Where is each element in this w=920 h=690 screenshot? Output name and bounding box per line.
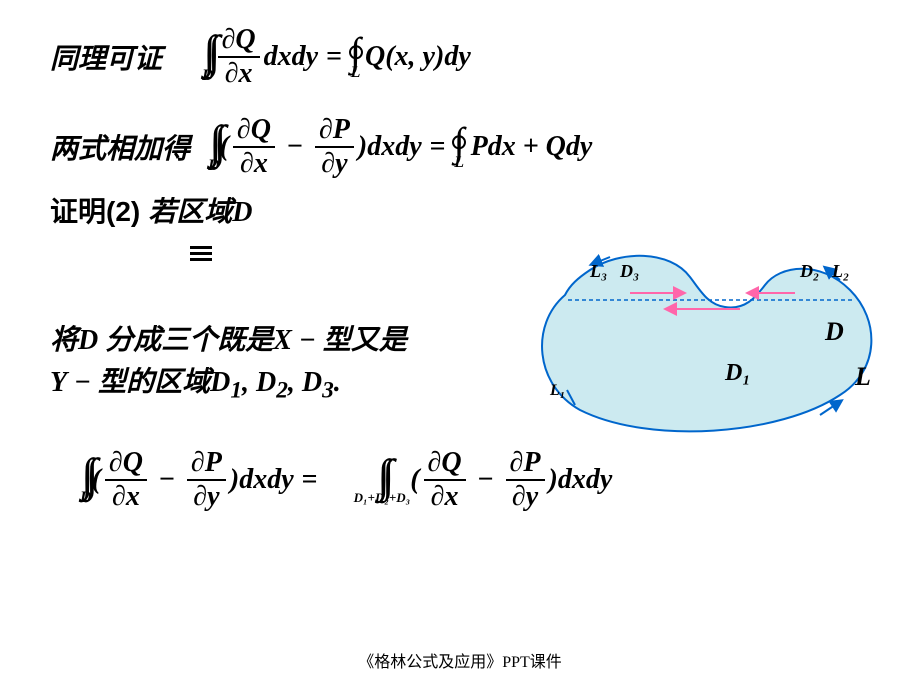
proof-label: 证明(2)	[50, 190, 140, 230]
label-D2: D₂	[799, 261, 819, 281]
label-adding: 两式相加得	[50, 127, 190, 167]
label-similarly: 同理可证	[50, 37, 162, 77]
label-D3: D₃	[619, 261, 639, 281]
eq2: ∫∫ D ( ∂Q ∂x − ∂P ∂y ) dxdy = ∫ L Pdx + …	[208, 116, 592, 178]
menu-icon	[190, 246, 212, 262]
label-L: L	[854, 362, 871, 391]
label-L1: L₁	[549, 382, 565, 399]
region-label: 若区域D	[148, 190, 252, 230]
equation-row-1: 同理可证 ∫∫ D ∂Q ∂x dxdy = ∫ L Q(x, y)dy	[50, 26, 870, 88]
eq1: ∫∫ D ∂Q ∂x dxdy = ∫ L Q(x, y)dy	[202, 26, 471, 88]
label-D: D	[824, 317, 844, 346]
proof-row: 证明(2) 若区域D	[50, 190, 870, 230]
slide-footer: 《格林公式及应用》PPT课件	[0, 648, 920, 672]
label-D1: D₁	[724, 360, 751, 386]
equation-row-3: ∫∫ D ( ∂Q ∂x − ∂P ∂y ) dxdy = ∫∫ D₁+D₂+D…	[80, 449, 870, 511]
body-text: 将D 分成三个既是X − 型又是 Y − 型的区域D1, D2, D3.	[50, 320, 510, 409]
equation-row-2: 两式相加得 ∫∫ D ( ∂Q ∂x − ∂P ∂y ) dxdy = ∫ L	[50, 116, 870, 178]
region-diagram: L₃ D₃ D₂ L₂ D D₁ L L₁	[520, 235, 890, 435]
label-L3: L₃	[589, 261, 607, 281]
eq3: ∫∫ D ( ∂Q ∂x − ∂P ∂y ) dxdy = ∫∫ D₁+D₂+D…	[80, 449, 612, 511]
label-L2: L₂	[831, 261, 849, 281]
